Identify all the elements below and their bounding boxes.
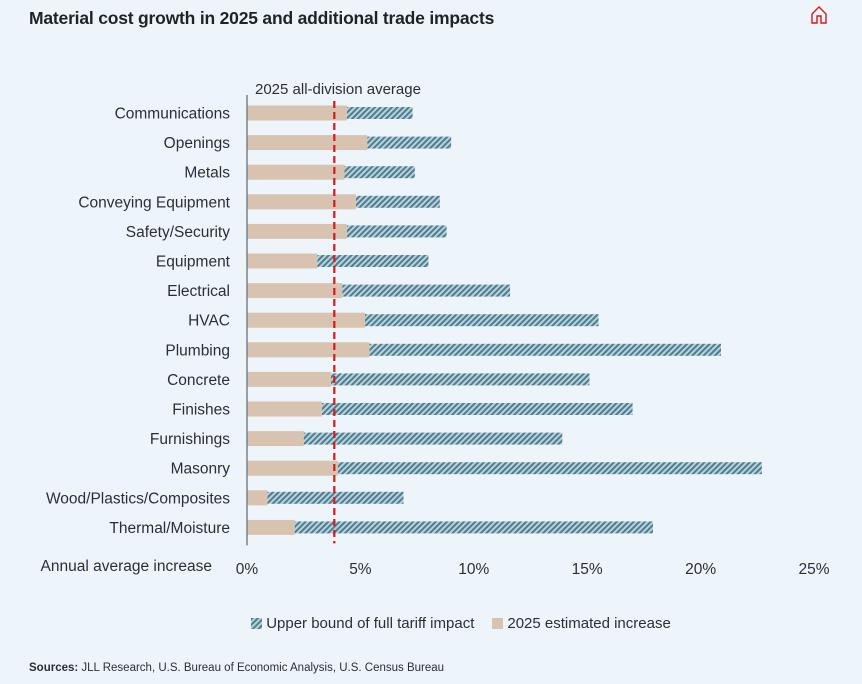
category-label: Furnishings	[150, 431, 230, 448]
bar-upper-bound	[346, 225, 447, 238]
category-label: Finishes	[172, 402, 230, 419]
bar-upper-bound	[317, 255, 429, 267]
chart-title: Material cost growth in 2025 and additio…	[29, 8, 495, 28]
category-label: Electrical	[167, 283, 230, 300]
bar-estimated	[247, 253, 318, 269]
bar-estimated	[247, 164, 345, 180]
bar-estimated	[247, 490, 268, 506]
legend: Upper bound of full tariff impact 2025 e…	[0, 615, 862, 632]
solid-swatch-icon	[492, 618, 504, 629]
bar-estimated	[247, 519, 295, 535]
x-axis-title: Annual average increase	[41, 558, 212, 575]
bar-chart: Communications Openings Metals Conveying Eq…	[41, 81, 830, 578]
bar-upper-bound	[294, 521, 653, 534]
bar-estimated	[247, 401, 322, 417]
category-label: Metals	[184, 165, 230, 182]
home-icon[interactable]	[809, 5, 829, 25]
bar-upper-bound	[337, 462, 762, 475]
x-tick-label: 15%	[572, 561, 603, 578]
hatch-swatch-icon	[251, 618, 263, 629]
category-label: Communications	[115, 106, 231, 123]
bar-upper-bound	[330, 373, 590, 386]
x-tick-label: 0%	[236, 561, 259, 578]
bar-upper-bound	[267, 491, 404, 504]
bar-upper-bound	[367, 136, 452, 149]
bar-upper-bound	[369, 343, 722, 356]
bar-upper-bound	[355, 195, 440, 208]
category-label: Equipment	[156, 254, 231, 271]
category-label: Thermal/Moisture	[109, 520, 230, 537]
bar-upper-bound	[364, 314, 599, 327]
category-label: Wood/Plastics/Composites	[46, 490, 230, 507]
x-tick-label: 25%	[798, 561, 829, 578]
average-reference-label: 2025 all-division average	[255, 81, 421, 98]
sources-text: JLL Research, U.S. Bureau of Economic An…	[78, 662, 445, 674]
legend-item-estimated: 2025 estimated increase	[492, 615, 671, 632]
sources-note: Sources: JLL Research, U.S. Bureau of Ec…	[29, 662, 444, 674]
bar-upper-bound	[321, 403, 633, 415]
category-label: Masonry	[171, 461, 231, 478]
bar-estimated	[247, 135, 368, 151]
bar-estimated	[247, 105, 347, 121]
category-label: Concrete	[167, 372, 230, 389]
bar-estimated	[247, 342, 370, 358]
legend-item-upper-bound: Upper bound of full tariff impact	[251, 615, 474, 632]
x-tick-label: 5%	[349, 561, 372, 578]
category-label: HVAC	[188, 313, 230, 330]
bar-upper-bound	[303, 432, 563, 445]
x-tick-label: 10%	[458, 561, 489, 578]
bar-estimated	[247, 312, 365, 328]
bar-estimated	[247, 283, 343, 299]
legend-label-estimated: 2025 estimated increase	[507, 615, 671, 632]
bar-estimated	[247, 431, 304, 447]
bar-estimated	[247, 460, 338, 476]
bar-estimated	[247, 194, 356, 210]
bar-estimated	[247, 371, 331, 387]
category-label: Plumbing	[165, 342, 230, 359]
category-label: Openings	[164, 135, 231, 152]
category-label: Conveying Equipment	[78, 194, 230, 211]
sources-prefix: Sources:	[29, 662, 79, 674]
category-label: Safety/Security	[126, 224, 230, 241]
bar-upper-bound	[342, 284, 511, 297]
bar-upper-bound	[346, 107, 413, 119]
bar-upper-bound	[344, 166, 415, 179]
x-tick-label: 20%	[685, 561, 716, 578]
bar-estimated	[247, 223, 347, 239]
legend-label-upper-bound: Upper bound of full tariff impact	[266, 615, 475, 632]
